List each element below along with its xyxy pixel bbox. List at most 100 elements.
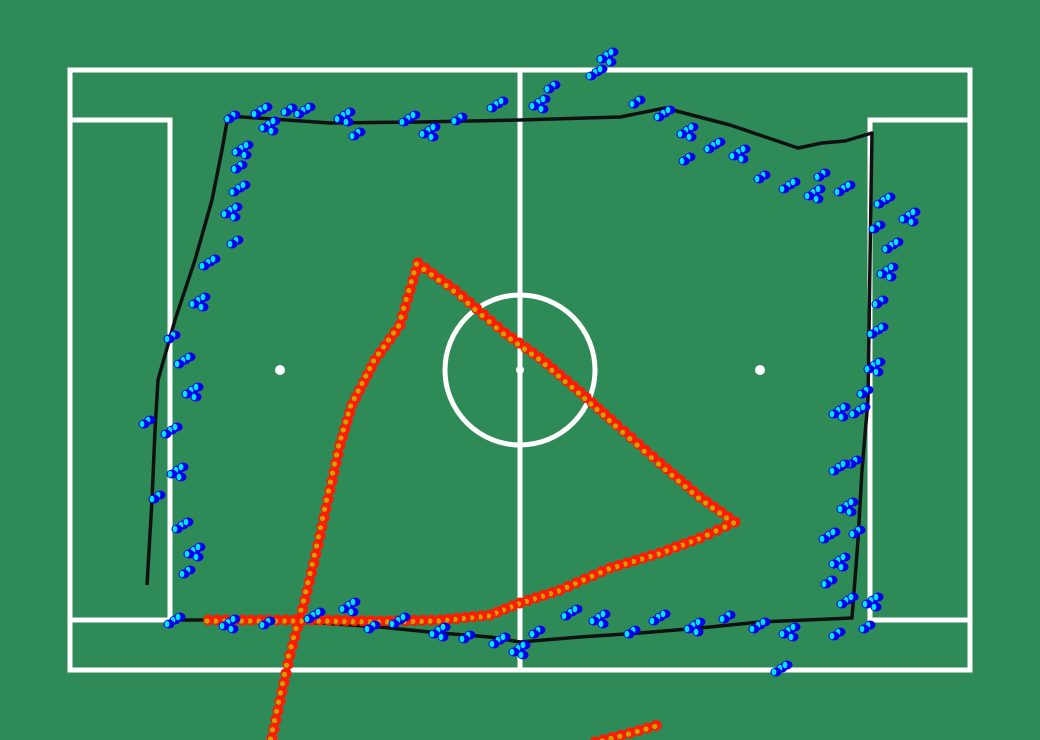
detection-marker-inner	[600, 610, 606, 618]
trajectory-point-inner	[390, 330, 397, 336]
detection-marker	[239, 180, 251, 190]
detection-marker-inner	[848, 498, 854, 506]
trajectory-point	[647, 451, 659, 463]
detection-marker	[190, 392, 202, 402]
detection-marker-inner	[176, 473, 182, 481]
trajectory-point-inner	[277, 690, 284, 696]
detection-marker-inner	[771, 668, 777, 676]
trajectory-point-inner	[682, 484, 688, 490]
detection-marker	[837, 412, 849, 422]
detection-marker-inner	[719, 615, 725, 623]
trajectory-point-inner	[321, 506, 328, 512]
detection-marker	[692, 627, 704, 637]
trajectory-point-inner	[281, 671, 288, 678]
detection-marker-inner	[518, 651, 524, 659]
detection-marker-inner	[232, 148, 238, 156]
trajectory-point-inner	[614, 563, 620, 570]
detection-marker	[873, 199, 885, 209]
trajectory-point	[633, 725, 645, 736]
detection-marker	[828, 466, 840, 476]
detection-marker-inner	[149, 495, 155, 503]
detection-marker-inner	[885, 193, 891, 201]
trajectory-point-inner	[477, 614, 483, 620]
detection-marker	[789, 622, 801, 632]
detection-marker-inner	[389, 620, 395, 628]
trajectory-point-inner	[612, 423, 619, 429]
detection-marker	[166, 469, 178, 479]
trajectory-point-inner	[267, 736, 274, 740]
detection-marker	[178, 569, 190, 579]
detection-marker	[848, 409, 860, 419]
detection-marker-inner	[167, 470, 173, 478]
detection-marker-inner	[867, 330, 873, 338]
trajectory-point-inner	[315, 534, 322, 540]
detection-marker	[718, 614, 730, 624]
trajectory-point	[404, 284, 416, 296]
detection-marker-inner	[848, 593, 854, 601]
trajectory-point	[348, 615, 360, 627]
trajectory-point-inner	[689, 489, 695, 495]
detection-marker	[269, 116, 281, 126]
trajectory-point-inner	[313, 543, 320, 549]
trajectory-point-inner	[293, 625, 299, 632]
detection-marker-inner	[259, 124, 265, 132]
trajectory-point-inner	[716, 510, 723, 516]
detection-marker-inner	[251, 110, 257, 118]
trajectory-point-inner	[428, 272, 434, 278]
detection-marker-inner	[430, 123, 436, 131]
trajectory-point-outer	[589, 736, 601, 740]
trajectory-point-inner	[324, 618, 330, 624]
detection-marker	[198, 261, 210, 271]
detection-marker	[872, 367, 884, 377]
detection-marker	[839, 402, 851, 412]
detection-marker	[694, 617, 706, 627]
detection-marker-inner	[862, 600, 868, 608]
detection-marker-inner	[608, 48, 614, 56]
trajectory-point-inner	[652, 723, 658, 730]
detection-marker-inner	[804, 192, 810, 200]
detection-marker	[347, 607, 359, 617]
trajectory-point	[579, 573, 591, 585]
trajectory-point-inner	[298, 607, 304, 613]
detection-marker-inner	[629, 100, 635, 108]
trajectory-point	[314, 530, 326, 542]
detection-marker-inner	[829, 632, 835, 640]
trajectory-point-inner	[413, 261, 420, 267]
detection-marker-inner	[834, 188, 840, 196]
detection-marker-inner	[259, 621, 265, 629]
trajectory-point	[280, 667, 292, 679]
detection-marker	[138, 419, 150, 429]
detection-marker-inner	[175, 613, 181, 621]
trajectory-point	[316, 521, 328, 533]
detection-marker-inner	[875, 358, 881, 366]
trajectory-point-inner	[450, 288, 457, 294]
trajectory-point-inner	[443, 283, 449, 289]
detection-marker-inner	[597, 65, 603, 73]
trajectory-point	[297, 603, 308, 615]
detection-marker-inner	[529, 630, 535, 638]
trajectory-point	[637, 552, 649, 564]
trajectory-point-inner	[213, 618, 219, 624]
detection-marker	[812, 194, 824, 204]
detection-marker	[909, 207, 921, 217]
trajectory-point	[587, 569, 599, 581]
detection-marker	[737, 154, 749, 164]
trajectory-point-inner	[311, 552, 317, 558]
detection-marker-inner	[908, 218, 914, 226]
trajectory-point	[654, 547, 666, 559]
detection-marker	[314, 607, 326, 617]
trajectory-point-inner	[622, 561, 628, 567]
detection-marker	[748, 624, 760, 634]
detection-marker	[596, 54, 608, 64]
trajectory-point-inner	[594, 406, 600, 413]
trajectory-point-inner	[465, 300, 471, 306]
trajectory-point-inner	[589, 573, 595, 579]
detection-marker	[148, 494, 160, 504]
detection-marker-inner	[191, 393, 197, 401]
detection-marker	[543, 84, 555, 94]
trajectory-point	[318, 512, 330, 523]
detection-marker	[828, 631, 840, 641]
detection-marker	[847, 497, 859, 507]
detection-marker	[499, 632, 511, 642]
